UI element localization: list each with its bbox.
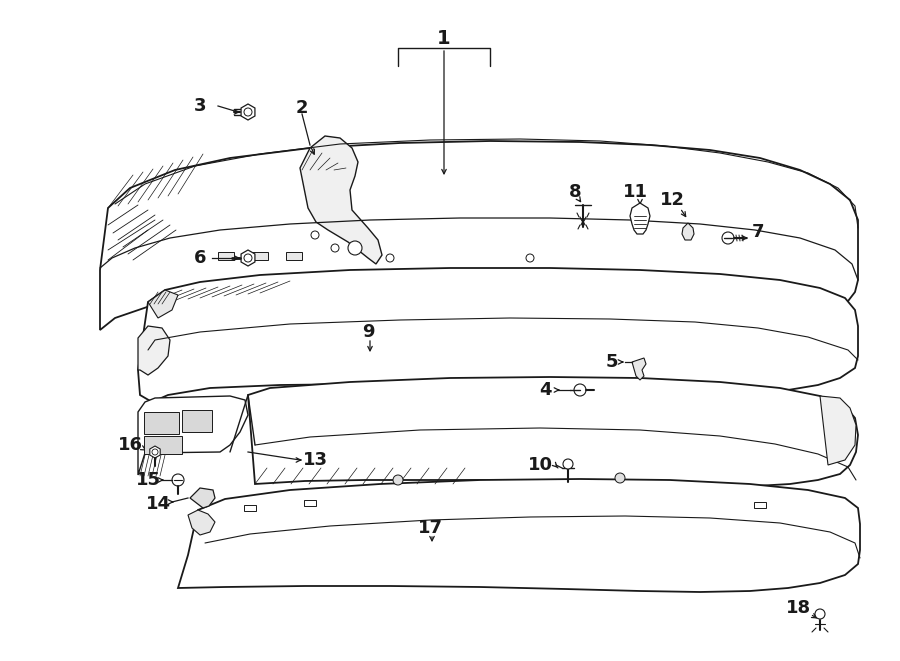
Polygon shape: [178, 479, 860, 592]
Text: 4: 4: [539, 381, 551, 399]
Polygon shape: [138, 268, 858, 402]
Bar: [304, 500, 316, 506]
Text: 12: 12: [660, 191, 685, 209]
Circle shape: [722, 232, 734, 244]
Bar: [252, 252, 268, 260]
Polygon shape: [300, 136, 382, 264]
Polygon shape: [248, 377, 858, 486]
Text: 8: 8: [569, 183, 581, 201]
Text: 15: 15: [136, 471, 160, 489]
Text: 10: 10: [527, 456, 553, 474]
Polygon shape: [138, 396, 248, 475]
Bar: [144, 436, 182, 454]
Bar: [244, 505, 256, 511]
Polygon shape: [241, 250, 255, 266]
Bar: [218, 252, 234, 260]
Circle shape: [311, 231, 319, 239]
Bar: [182, 410, 212, 432]
Polygon shape: [820, 396, 856, 465]
Text: 5: 5: [606, 353, 618, 371]
Polygon shape: [190, 488, 215, 508]
Text: 14: 14: [146, 495, 170, 513]
Text: 9: 9: [362, 323, 374, 341]
Polygon shape: [100, 141, 858, 330]
Polygon shape: [148, 290, 178, 318]
Polygon shape: [241, 104, 255, 120]
Circle shape: [574, 384, 586, 396]
Text: 2: 2: [296, 99, 308, 117]
Circle shape: [331, 244, 339, 252]
Text: 11: 11: [623, 183, 647, 201]
Circle shape: [615, 473, 625, 483]
Text: 7: 7: [752, 223, 764, 241]
Text: 13: 13: [302, 451, 328, 469]
Circle shape: [563, 459, 573, 469]
Polygon shape: [188, 510, 215, 535]
Circle shape: [815, 609, 825, 619]
Polygon shape: [630, 203, 650, 234]
Circle shape: [348, 241, 362, 255]
Circle shape: [172, 474, 184, 486]
Polygon shape: [138, 326, 170, 375]
Polygon shape: [149, 446, 160, 458]
Polygon shape: [632, 358, 646, 380]
Text: 18: 18: [786, 599, 811, 617]
Text: 6: 6: [194, 249, 206, 267]
Text: 3: 3: [194, 97, 206, 115]
Circle shape: [393, 475, 403, 485]
Bar: [754, 502, 766, 508]
Text: 17: 17: [418, 519, 443, 537]
Polygon shape: [682, 223, 694, 240]
Text: 16: 16: [118, 436, 142, 454]
Text: 1: 1: [437, 28, 451, 48]
Bar: [286, 252, 302, 260]
Bar: [144, 412, 179, 434]
